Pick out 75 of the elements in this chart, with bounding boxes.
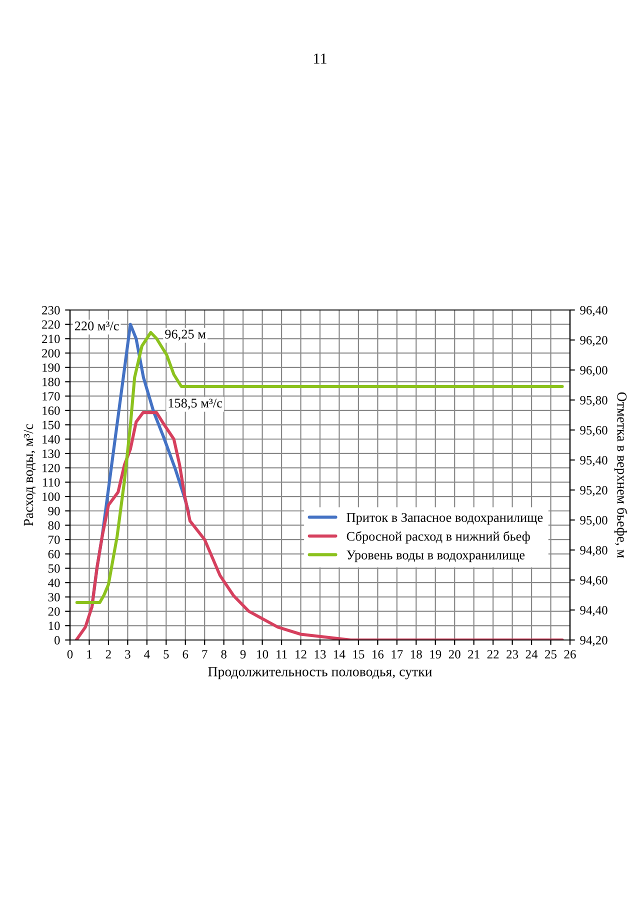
y-tick-label: 100	[42, 492, 60, 501]
x-tick-label: 21	[468, 650, 480, 658]
text: 11	[314, 54, 326, 64]
x-tick-label: 24	[526, 650, 538, 658]
x-tick-label: 10	[257, 650, 268, 659]
y-tick-label: 140	[42, 435, 60, 444]
x-tick-label: 0	[67, 650, 73, 659]
y-tick-label: 120	[42, 464, 60, 472]
x-tick-label: 1	[87, 650, 92, 658]
y-tick-label: 10	[48, 622, 60, 630]
x-tick-label: 16	[372, 650, 384, 659]
y-tick-label: 30	[48, 592, 60, 602]
x-tick-label: 26	[564, 650, 576, 659]
x-tick-label: 18	[411, 650, 422, 659]
y-tick-label: 90	[48, 506, 60, 516]
x-tick-label: 20	[448, 650, 460, 659]
x-tick-label: 6	[182, 650, 188, 659]
line-series	[74, 411, 564, 640]
y-axis-title: Расход воды, м³/с	[24, 424, 36, 526]
y-tick-label: 40	[48, 578, 60, 588]
y-tick-label: 80	[48, 521, 60, 530]
y2-tick-label: 95,60	[580, 426, 608, 436]
y-tick-label: 210	[42, 334, 60, 344]
y-tick-label: 50	[48, 564, 60, 573]
x-tick-label: 7	[202, 650, 208, 658]
y-tick-label: 190	[42, 363, 60, 372]
y-tick-label: 110	[43, 478, 60, 487]
y2-tick-label: 96,20	[580, 336, 608, 346]
x-tick-label: 5	[164, 650, 169, 659]
y2-axis-title: Отметка в верхнем бьефе, м	[614, 392, 628, 558]
y-tick-label: 170	[42, 392, 60, 401]
y2-tick-label: 96,00	[580, 366, 608, 376]
x-tick-label: 3	[125, 650, 130, 659]
y2-tick-label: 95,80	[580, 396, 608, 406]
x-tick-label: 14	[334, 650, 346, 658]
y-tick-label: 230	[42, 306, 60, 314]
y-tick-label: 150	[42, 420, 60, 430]
line-series	[75, 330, 564, 604]
x-tick-label: 19	[430, 650, 442, 659]
y-tick-label: 60	[48, 550, 60, 558]
y2-tick-label: 94,80	[580, 546, 608, 556]
y2-tick-label: 94,20	[580, 636, 608, 646]
y-tick-label: 70	[48, 536, 60, 544]
x-axis-title: Продолжительность половодья, сутки	[208, 667, 432, 680]
x-tick-label: 15	[353, 650, 364, 659]
x-tick-label: 13	[314, 650, 326, 659]
x-tick-label: 22	[487, 650, 499, 658]
y-tick-label: 160	[42, 406, 60, 415]
legend-label: Уровень воды в водохранилище	[346, 550, 525, 562]
legend-label: Приток в Запасное водохранилище	[346, 513, 543, 525]
y-tick-label: 20	[48, 607, 60, 616]
x-tick-label: 9	[240, 650, 246, 659]
annotation: 96,25 м	[165, 330, 206, 340]
x-tick-label: 23	[506, 650, 518, 659]
y2-tick-label: 95,00	[580, 516, 608, 526]
x-tick-label: 8	[221, 650, 226, 659]
x-tick-label: 17	[392, 650, 403, 658]
y2-tick-label: 96,40	[580, 306, 608, 316]
y-tick-label: 220	[42, 320, 60, 329]
y2-tick-label: 95,40	[580, 456, 608, 466]
x-tick-label: 11	[276, 650, 287, 658]
annotation: 158,5 м³/с	[168, 398, 222, 410]
y-tick-label: 200	[42, 349, 60, 358]
x-tick-label: 4	[144, 650, 150, 658]
x-tick-label: 2	[106, 650, 111, 658]
y2-tick-label: 95,20	[580, 486, 608, 496]
annotation: 220 м³/с	[74, 322, 119, 330]
x-tick-label: 12	[296, 650, 306, 658]
y-tick-label: 130	[42, 450, 60, 458]
y2-tick-label: 94,60	[580, 576, 608, 586]
y2-tick-label: 94,40	[580, 606, 608, 616]
y-tick-label: 0	[54, 636, 60, 644]
x-tick-label: 25	[545, 650, 557, 659]
y-tick-label: 180	[42, 378, 60, 386]
legend-label: Сбросной расход в нижний бьеф	[346, 531, 530, 544]
